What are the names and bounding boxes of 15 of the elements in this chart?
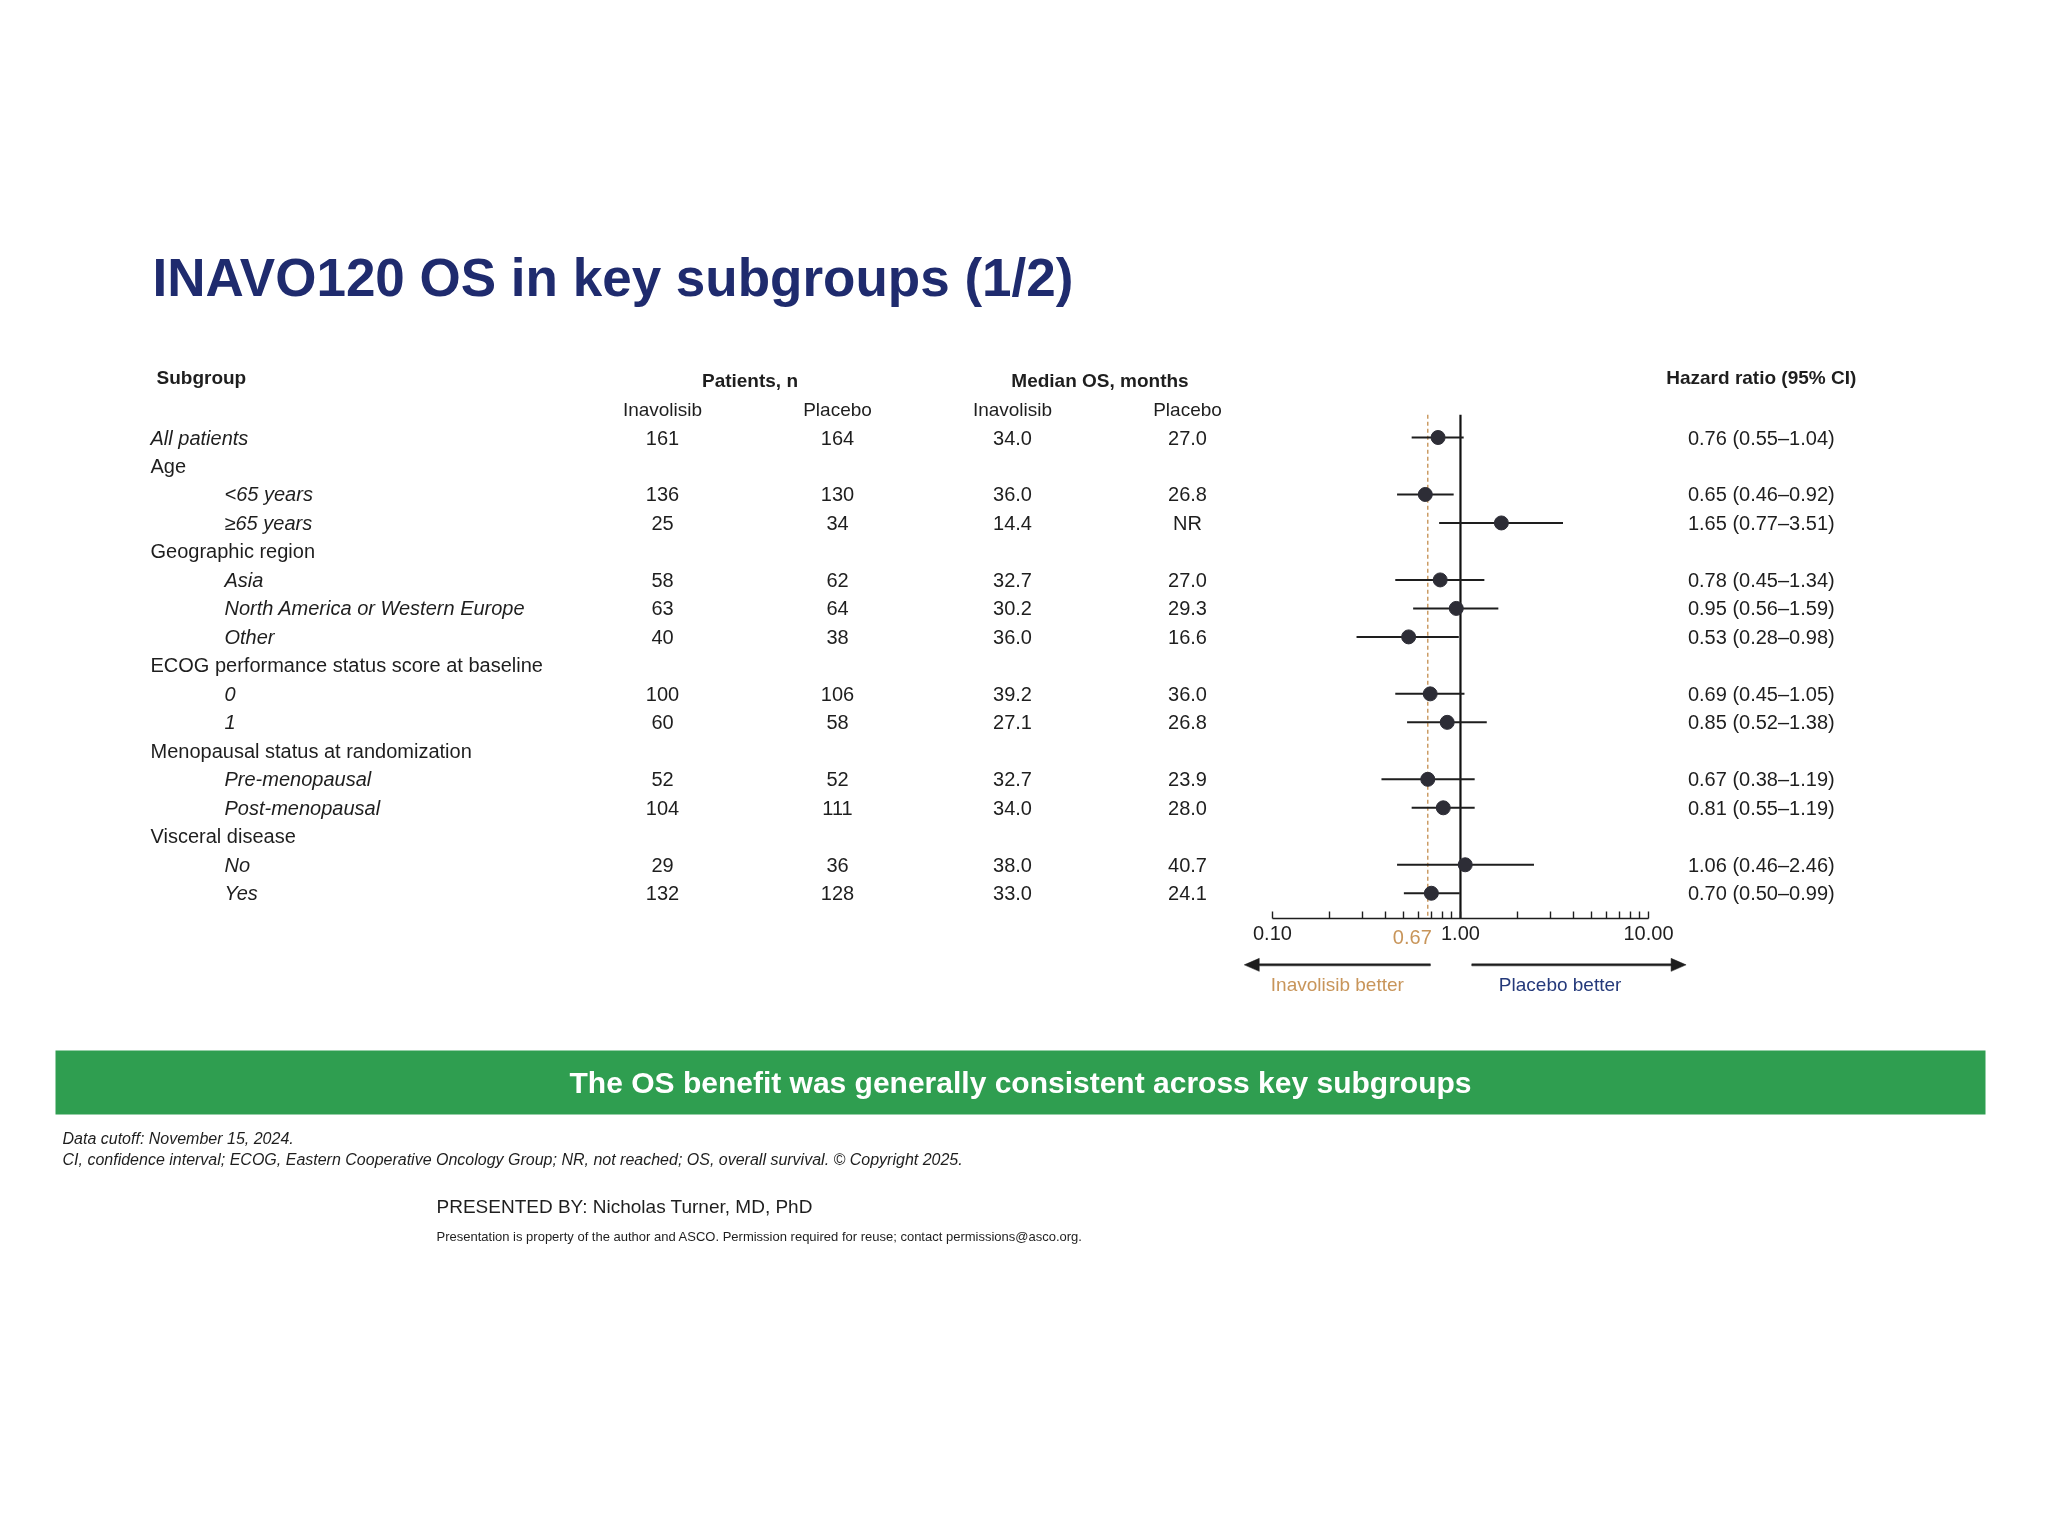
x-tick-label: 10.00 — [1623, 921, 1674, 944]
data-label: 1.06 (0.46–2.46) — [1687, 853, 1835, 876]
text: Hazard ratio (95% CI) — [1666, 367, 1857, 389]
text: Placebo better — [1498, 974, 1623, 996]
data-label: 0.53 (0.28–0.98) — [1687, 625, 1835, 648]
data-label: 0.78 (0.45–1.34) — [1687, 568, 1835, 591]
data-label: 0.67 (0.38–1.19) — [1687, 768, 1835, 791]
data-label: 0.65 (0.46–0.92) — [1687, 483, 1835, 506]
data-label: 0.70 (0.50–0.99) — [1687, 882, 1835, 905]
data-label: 0.69 (0.45–1.05) — [1687, 682, 1835, 705]
data-label: 0.85 (0.52–1.38) — [1687, 711, 1835, 734]
data-label: 0.76 (0.55–1.04) — [1687, 426, 1835, 449]
data-label: 0.95 (0.56–1.59) — [1687, 597, 1835, 620]
data-label: 1.65 (0.77–3.51) — [1687, 511, 1835, 534]
data-label: 0.81 (0.55–1.19) — [1687, 796, 1835, 819]
